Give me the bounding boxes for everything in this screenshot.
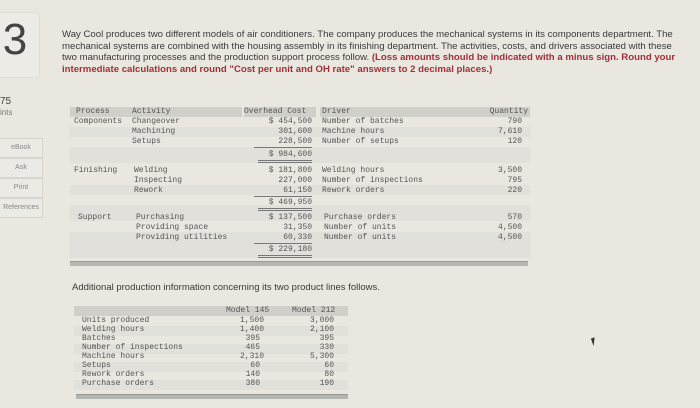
driver-quantity: 790 [507,117,522,126]
overhead-cost: $ 137,500 [268,213,312,222]
process-components: Components [74,117,123,126]
driver-name: Rework orders [322,186,385,195]
driver-name: Purchase orders [324,213,397,222]
overhead-cost: 228,500 [254,137,312,148]
header-model-145: Model 145 [226,306,270,315]
intro-instruction: (Loss amounts should be indicated with a… [62,52,676,75]
ask-button[interactable]: Ask [0,158,43,178]
model-145-value: 60 [250,361,260,370]
model-145-value: 1,500 [239,316,264,325]
overhead-cost: $ 454,500 [268,117,312,126]
intro-text: Way Cool produces two different models o… [62,29,673,63]
header-overhead-cost: Overhead Cost [244,107,307,116]
header-activity: Activity [132,107,171,116]
activity-name: Providing utilities [136,233,228,242]
header-driver: Driver [322,107,351,116]
row-label: Welding hours [82,325,145,334]
model-145-value: 1,400 [239,325,264,334]
activity-name: Rework [134,186,163,195]
overhead-cost: 227,000 [278,176,312,185]
row-label: Number of inspections [82,343,183,352]
driver-quantity: 220 [507,186,522,195]
print-button[interactable]: Print [0,178,43,198]
activity-name: Setups [132,137,161,146]
row-label: Batches [82,334,116,343]
driver-quantity: 795 [507,176,522,185]
model-212-value: 190 [319,379,334,388]
driver-name: Number of batches [322,117,404,126]
model-145-value: 465 [245,343,260,352]
driver-name: Number of units [324,223,397,232]
mouse-cursor-icon [590,335,602,347]
activity-name: Changeover [132,117,181,126]
activity-name: Purchasing [136,213,185,222]
driver-quantity: 3,500 [497,166,522,175]
activity-name: Welding [134,166,168,175]
model-212-value: 2,100 [309,325,334,334]
overhead-cost: 31,350 [283,223,312,232]
driver-name: Welding hours [322,166,385,175]
points-display: 75 ints [0,96,12,118]
header-model-212: Model 212 [292,306,336,315]
overhead-cost: 61,150 [254,186,312,197]
points-label: ints [0,108,13,117]
ebook-button[interactable]: eBook [0,138,43,158]
model-145-value: 380 [245,379,260,388]
model-212-value: 5,300 [309,352,334,361]
question-intro: Way Cool produces two different models o… [62,29,682,75]
driver-quantity: 4,500 [497,233,522,242]
activity-name: Inspecting [134,176,183,185]
finishing-total: $ 469,950 [258,198,312,211]
model-212-value: 3,000 [309,316,334,325]
driver-name: Machine hours [322,127,385,136]
points-value: 75 [0,96,12,107]
row-label: Machine hours [82,352,145,361]
driver-quantity: 7,610 [497,127,522,136]
table-bottom-rule [70,261,528,266]
references-button[interactable]: References [0,198,43,218]
model-145-value: 2,310 [239,352,264,361]
model-145-value: 395 [245,334,260,343]
driver-name: Number of units [324,233,397,242]
support-total: $ 229,180 [258,245,312,258]
row-label: Purchase orders [82,379,155,388]
process-support: Support [78,213,112,222]
driver-name: Number of inspections [322,176,423,185]
activity-name: Machining [132,127,176,136]
row-label: Rework orders [82,370,145,379]
question-number-box [0,12,40,78]
header-quantity: Quantity [489,107,528,116]
model-212-value: 80 [324,370,334,379]
header-process: Process [76,107,110,116]
activity-name: Providing space [136,223,209,232]
overhead-cost: $ 181,800 [268,166,312,175]
model-212-value: 330 [319,343,334,352]
row-label: Setups [82,361,111,370]
table-bottom-rule [76,394,348,399]
overhead-cost: 60,330 [254,233,312,244]
question-number: 3 [2,15,28,64]
driver-quantity: 4,500 [497,223,522,232]
additional-info-text: Additional production information concer… [72,282,380,293]
process-finishing: Finishing [74,166,118,175]
driver-name: Number of setups [322,137,399,146]
model-212-value: 60 [324,361,334,370]
components-total: $ 984,600 [258,150,312,163]
row-label: Units produced [82,316,150,325]
driver-quantity: 570 [507,213,522,222]
overhead-cost: 301,600 [278,127,312,136]
driver-quantity: 120 [507,137,522,146]
model-212-value: 395 [319,334,334,343]
model-145-value: 140 [245,370,260,379]
